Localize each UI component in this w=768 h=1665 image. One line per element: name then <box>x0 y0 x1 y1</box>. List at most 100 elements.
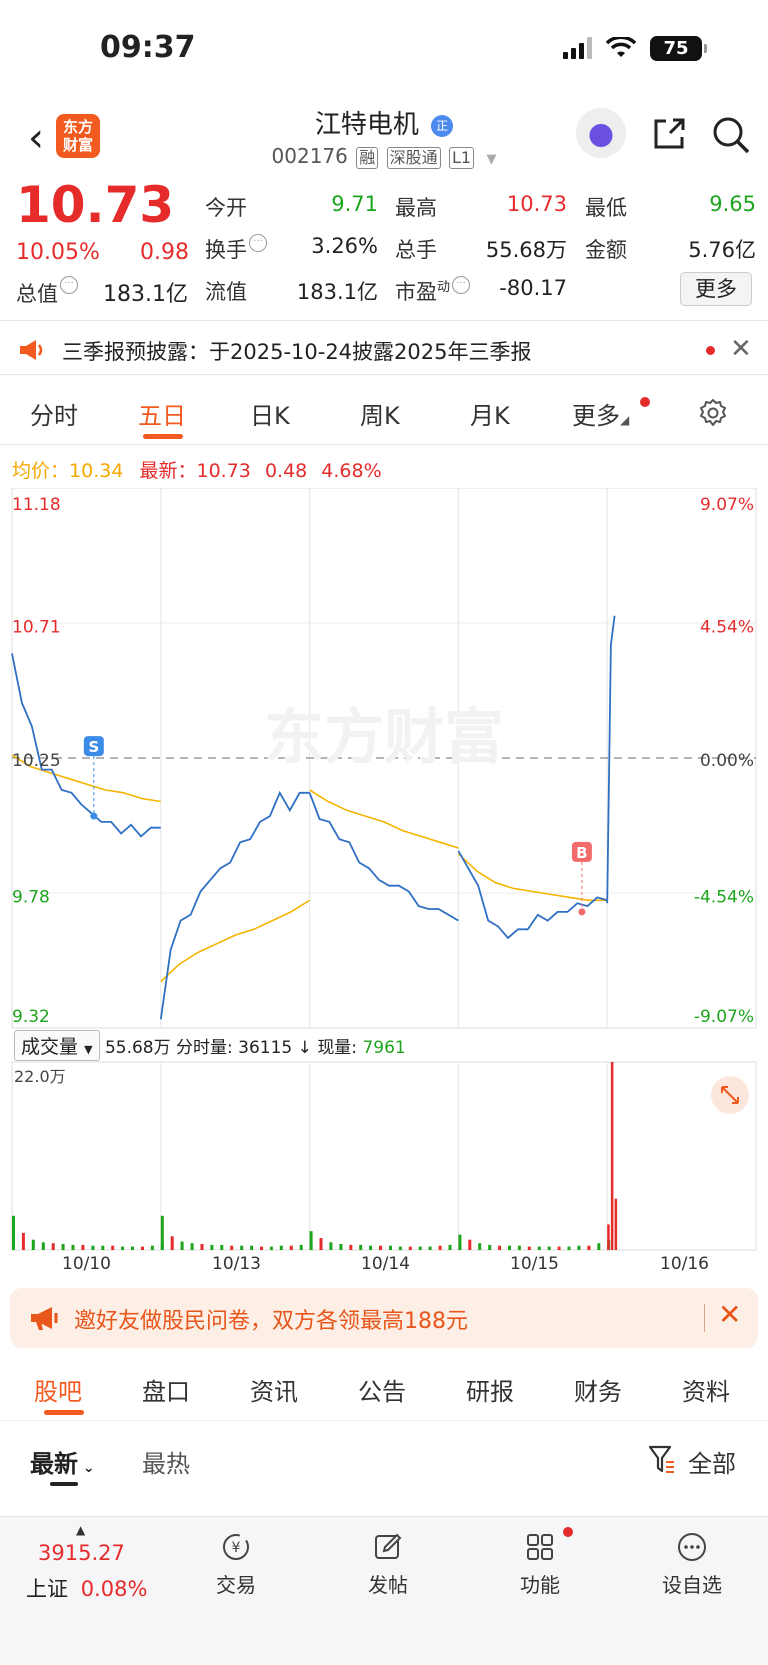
last-percent: 4.68% <box>321 460 382 482</box>
marker-dot <box>578 908 586 916</box>
robot-avatar[interactable] <box>576 108 626 158</box>
dropdown-icon[interactable]: ▼ <box>486 152 497 167</box>
y-right-tick: -4.54% <box>694 887 754 907</box>
last-value: 10.73 <box>196 460 251 482</box>
volume-bar <box>488 1244 492 1250</box>
y-axis-labels: 11.18 9.07% 10.71 4.54% 10.25 0.00% 9.78 -4.54%… <box>12 495 754 1027</box>
stock-code-row[interactable]: 002176 融 深股通 L1 ▼ <box>0 144 768 169</box>
tab-research[interactable]: 研报 <box>466 1378 514 1406</box>
change-amount: 0.98 <box>140 240 189 265</box>
sort-hot[interactable]: 最热 <box>142 1450 190 1478</box>
info-icon[interactable]: ··· <box>249 234 267 252</box>
unread-dot <box>706 346 715 355</box>
grid-icon <box>527 1534 553 1560</box>
volume-bars <box>12 1062 618 1250</box>
filter-all[interactable]: 全部 <box>688 1450 736 1478</box>
bottom-nav: ▲ 3915.27 上证 0.08% ¥ 交易 发帖 功能 设自选 <box>0 1516 768 1665</box>
info-icon[interactable]: ··· <box>60 276 78 294</box>
market-cap-label: 总值 <box>16 282 58 306</box>
low-label: 最低 <box>585 196 627 220</box>
index-value[interactable]: 3915.27 <box>38 1541 125 1565</box>
close-icon[interactable]: ✕ <box>730 334 752 364</box>
volume-bar <box>547 1246 551 1250</box>
price-line <box>457 850 608 940</box>
pe-sup: 动 <box>437 280 451 295</box>
volume-total: 55.68万 <box>104 1038 171 1058</box>
volume-bar <box>498 1245 502 1250</box>
volume-bar <box>299 1244 303 1250</box>
volume-bar <box>448 1244 452 1250</box>
nav-trade[interactable]: ¥ 交易 <box>176 1531 296 1598</box>
index-row[interactable]: 上证 0.08% <box>26 1573 147 1603</box>
volume-selector[interactable]: 成交量 ▼ <box>14 1030 100 1061</box>
gear-icon[interactable] <box>697 397 729 429</box>
share-icon[interactable] <box>650 115 688 153</box>
notice-text[interactable]: 三季报预披露：于2025-10-24披露2025年三季报 <box>62 340 532 364</box>
price-grid <box>11 488 757 1029</box>
stock-name[interactable]: 江特电机 正 <box>0 104 768 141</box>
expand-icon[interactable] <box>711 1076 749 1114</box>
tab-more[interactable]: 更多◢ <box>572 396 629 431</box>
nav-add-watchlist-label: 设自选 <box>662 1573 722 1597</box>
tab-order-book[interactable]: 盘口 <box>142 1378 190 1406</box>
marker-label: S <box>88 738 99 756</box>
divider <box>0 320 768 321</box>
now-volume-label: 现量: <box>317 1038 358 1058</box>
volume-ymax-label: 22.0万 <box>14 1067 66 1086</box>
promo-banner[interactable]: 邀好友做股民问卷，双方各领最高188元 ✕ <box>10 1288 758 1348</box>
amount-value: 5.76亿 <box>688 238 756 262</box>
tab-monthly-k[interactable]: 月K <box>470 402 510 430</box>
info-icon[interactable]: ··· <box>452 276 471 294</box>
tab-profile[interactable]: 资料 <box>682 1378 730 1406</box>
minute-volume-label: 分时量: <box>176 1038 233 1058</box>
stock-name-text: 江特电机 <box>314 110 419 140</box>
watermark: 东方财富 <box>264 703 504 773</box>
volume-bar <box>150 1245 154 1250</box>
close-icon[interactable]: ✕ <box>718 1298 742 1331</box>
tab-guba[interactable]: 股吧 <box>34 1378 82 1406</box>
more-button[interactable]: 更多 <box>680 272 752 306</box>
volume-bar <box>141 1246 144 1250</box>
y-left-tick: 10.71 <box>12 617 61 637</box>
index-percent: 0.08% <box>80 1577 148 1601</box>
y-left-tick: 9.78 <box>12 887 50 907</box>
tab-weekly-k[interactable]: 周K <box>360 402 400 430</box>
tag-level: L1 <box>449 147 475 169</box>
volume-bar <box>91 1245 95 1250</box>
tab-news[interactable]: 资讯 <box>250 1378 298 1406</box>
tag-connect: 深股通 <box>386 147 441 169</box>
y-right-tick: -9.07% <box>694 1007 754 1027</box>
tab-announcements[interactable]: 公告 <box>358 1378 406 1406</box>
volume-bar <box>101 1245 105 1250</box>
tab-daily-k[interactable]: 日K <box>250 402 290 430</box>
filter-icon[interactable] <box>648 1444 676 1474</box>
volume-bar <box>557 1246 561 1250</box>
volume-bar <box>607 1224 610 1250</box>
tab-five-day[interactable]: 五日 <box>138 402 186 430</box>
volume-bar <box>131 1246 134 1250</box>
status-time: 09:37 <box>100 30 196 65</box>
svg-text:¥: ¥ <box>232 1540 241 1556</box>
tab-intraday[interactable]: 分时 <box>30 402 78 430</box>
nav-functions[interactable]: 功能 <box>480 1531 600 1598</box>
promo-text: 邀好友做股民问卷，双方各领最高188元 <box>74 1309 468 1334</box>
low-value: 9.65 <box>709 192 756 216</box>
volume-bar <box>111 1245 115 1250</box>
nav-functions-label: 功能 <box>520 1573 560 1597</box>
tab-finance[interactable]: 财务 <box>574 1378 622 1406</box>
volume-bar <box>21 1232 25 1250</box>
search-icon[interactable] <box>711 115 751 155</box>
y-right-tick: 4.54% <box>700 617 754 637</box>
price-line <box>11 653 161 838</box>
volume-bar <box>160 1215 164 1250</box>
last-label: 最新： <box>139 460 197 482</box>
edit-icon <box>375 1533 402 1559</box>
nav-post[interactable]: 发帖 <box>328 1531 448 1598</box>
price-line <box>159 790 310 1020</box>
back-icon[interactable]: ‹ <box>28 115 44 161</box>
volume-bar <box>51 1243 55 1250</box>
avg-value: 10.34 <box>69 460 124 482</box>
five-day-chart[interactable]: 东方财富 SB 11.18 9.07%10.71 4.54%10.25 0.00%9.… <box>0 488 768 1252</box>
nav-add-watchlist[interactable]: 设自选 <box>632 1531 752 1598</box>
sort-latest[interactable]: 最新 ⌄ <box>30 1444 95 1479</box>
